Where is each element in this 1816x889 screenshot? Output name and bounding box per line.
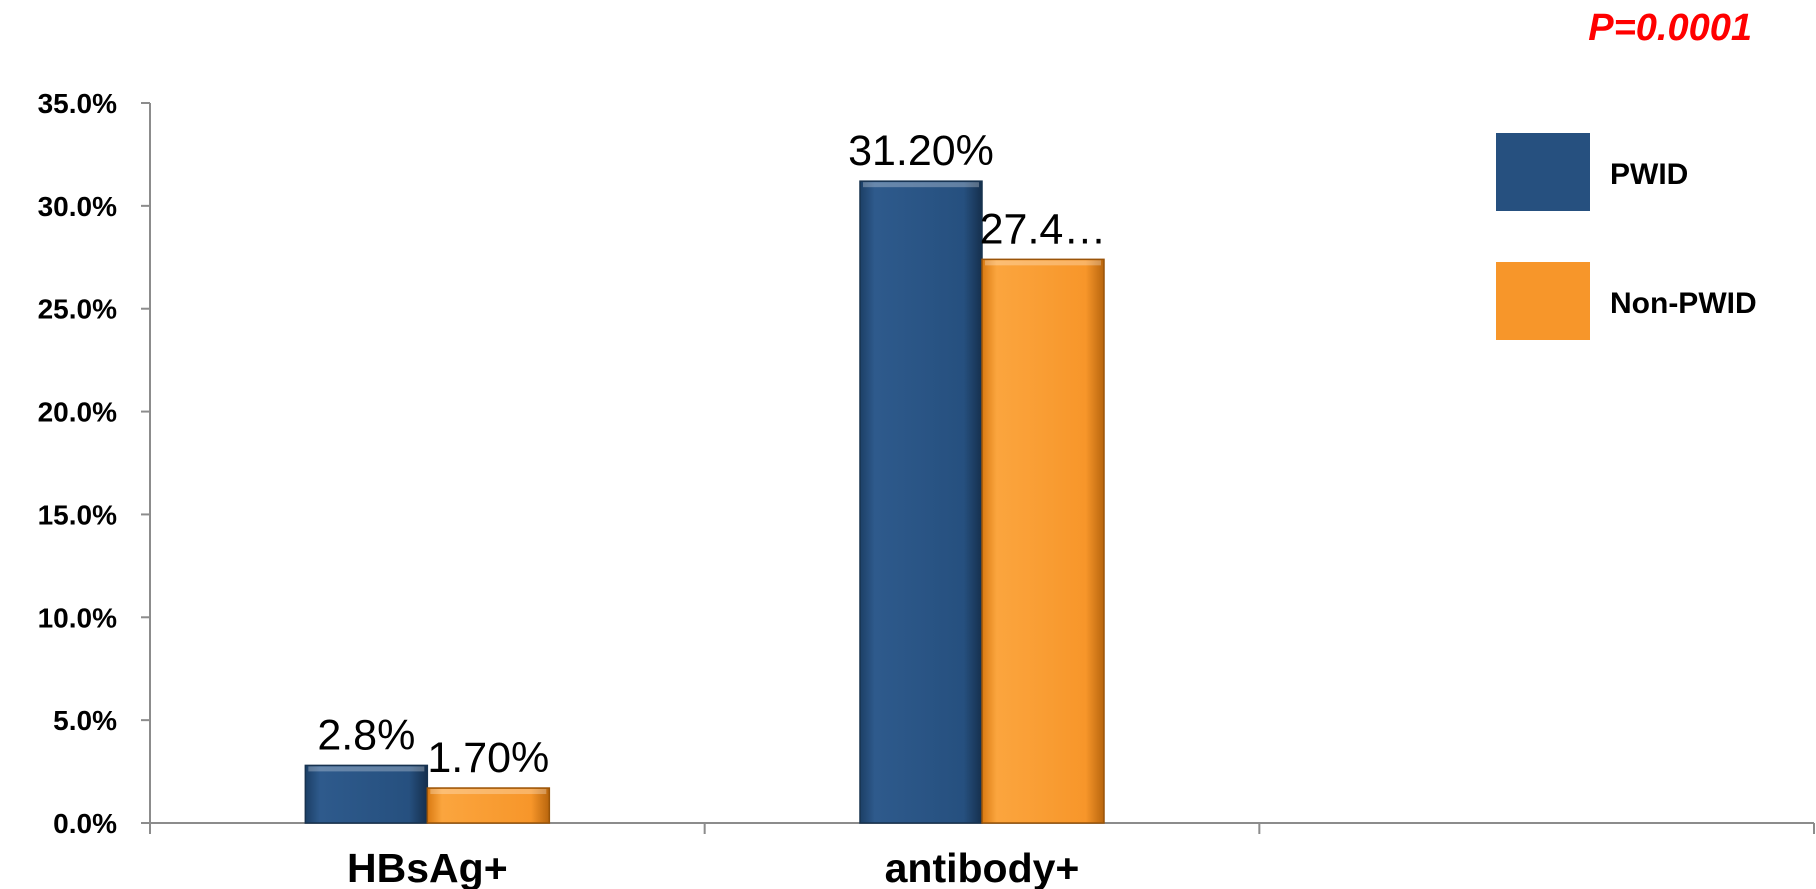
legend-label: Non-PWID <box>1610 287 1757 320</box>
bar <box>859 180 983 824</box>
legend-swatch <box>1496 133 1590 211</box>
y-tick-label: 35.0% <box>38 88 117 119</box>
legend: PWID Non-PWID <box>1496 133 1757 340</box>
y-tick-label: 0.0% <box>53 808 117 839</box>
bar <box>981 258 1105 824</box>
p-value-annotation: P=0.0001 <box>1588 7 1752 49</box>
legend-swatch <box>1496 262 1590 340</box>
y-tick-label: 10.0% <box>38 602 117 633</box>
x-tick-label: antibody+ <box>885 845 1080 889</box>
data-labels: 2.8% 31.20% 1.70% 27.4… <box>317 127 1106 782</box>
bar <box>304 764 429 824</box>
data-label: 27.4… <box>980 205 1107 253</box>
y-tick-label: 20.0% <box>38 397 117 428</box>
y-tick-label: 25.0% <box>38 294 117 325</box>
x-tick-label: HBsAg+ <box>347 845 508 889</box>
bar-highlight <box>863 182 979 188</box>
bar-highlight <box>985 260 1101 266</box>
bar-highlight <box>430 789 547 795</box>
y-tick-label: 30.0% <box>38 191 117 222</box>
y-tick-label: 15.0% <box>38 499 117 530</box>
data-label: 31.20% <box>848 127 994 175</box>
bar-highlight <box>308 766 425 772</box>
data-label: 1.70% <box>427 734 549 782</box>
legend-label: PWID <box>1610 158 1688 191</box>
bars <box>304 180 1105 824</box>
axes: 0.0% 5.0% 10.0% 15.0% 20.0% 25.0% 30.0% 35.0% HB… <box>38 88 1815 889</box>
y-tick-label: 5.0% <box>53 705 117 736</box>
data-label: 2.8% <box>317 711 415 759</box>
bar <box>426 787 551 824</box>
